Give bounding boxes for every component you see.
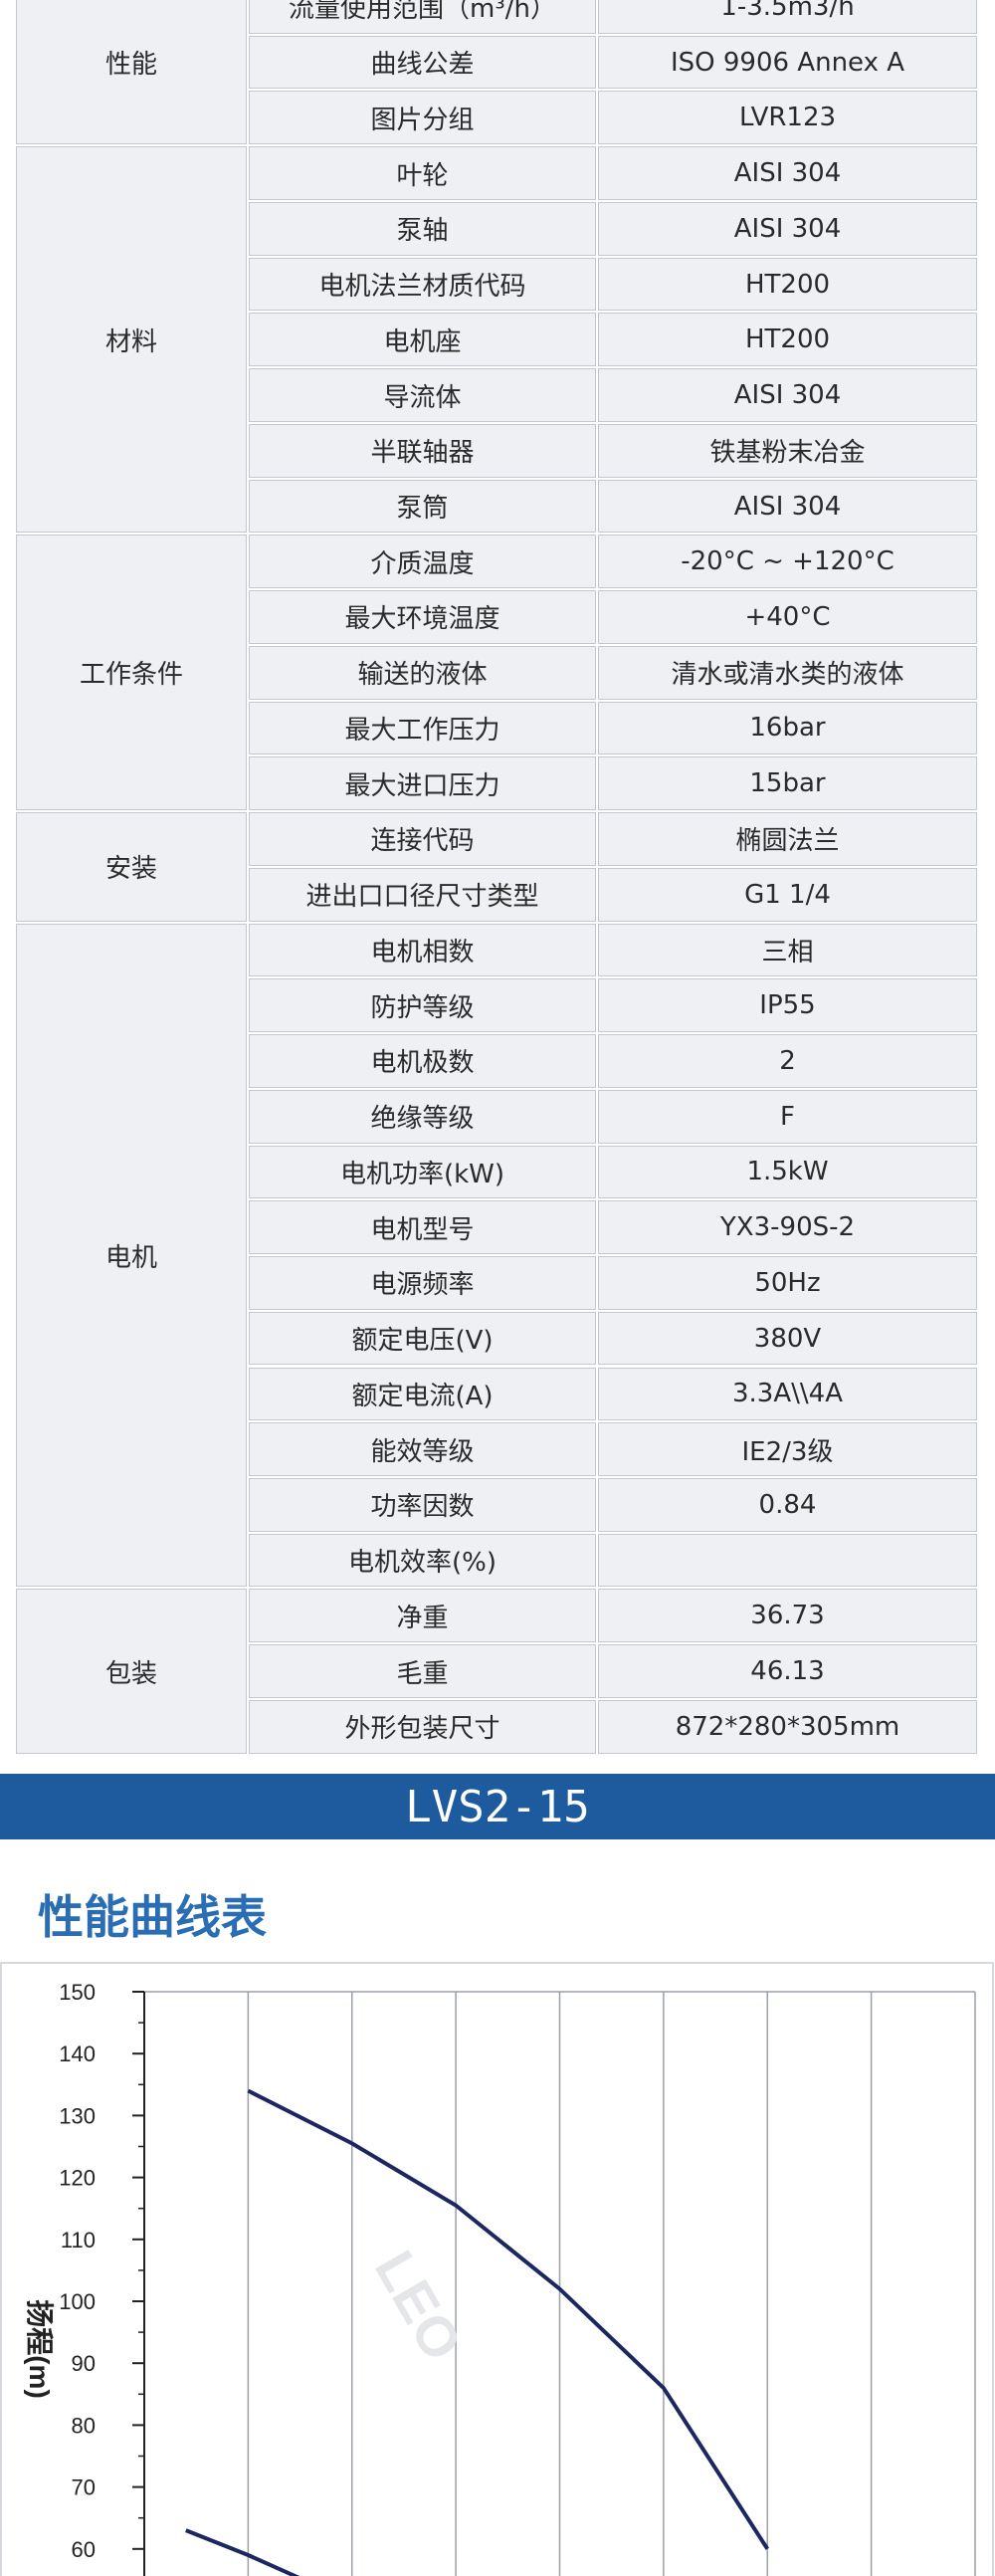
spec-name: 电机功率(kW)	[249, 1145, 596, 1199]
spec-value: YX3-90S-2	[598, 1200, 977, 1254]
spec-name: 电机极数	[249, 1034, 596, 1088]
model-banner: LVS2-15	[0, 1774, 995, 1839]
spec-value: AISI 304	[598, 201, 977, 256]
spec-name: 电机法兰材质代码	[249, 257, 596, 312]
y-tick-label: 110	[61, 2228, 96, 2253]
group-label: 安装	[16, 812, 247, 922]
spec-value: IP55	[598, 978, 977, 1033]
y-axis-label: 扬程(m)	[24, 2299, 55, 2399]
spec-value: 1.5kW	[598, 1145, 977, 1199]
spec-name: 介质温度	[249, 535, 596, 589]
spec-name: 泵筒	[249, 479, 596, 534]
spec-name: 功率因数	[249, 1477, 596, 1532]
spec-name: 毛重	[249, 1644, 596, 1698]
y-tick-label: 100	[59, 2289, 96, 2314]
spec-name: 连接代码	[249, 812, 596, 866]
spec-value: 380V	[598, 1311, 977, 1366]
group-label: 工作条件	[16, 535, 247, 811]
y-tick-label: 60	[72, 2537, 96, 2562]
group-label: 材料	[16, 146, 247, 534]
y-tick-label: 120	[59, 2166, 96, 2191]
spec-name: 电机相数	[249, 923, 596, 977]
spec-name: 输送的液体	[249, 645, 596, 700]
spec-name: 额定电压(V)	[249, 1311, 596, 1366]
y-tick-label: 80	[72, 2413, 96, 2438]
spec-value: AISI 304	[598, 146, 977, 200]
spec-value: AISI 304	[598, 368, 977, 422]
section-heading: 性能曲线表	[38, 1890, 267, 1944]
spec-name: 图片分组	[249, 91, 596, 145]
group-label: 性能	[16, 0, 247, 145]
spec-value: 15bar	[598, 756, 977, 811]
spec-name: 流量使用范围（m³/h）	[249, 0, 596, 34]
spec-name: 额定电流(A)	[249, 1367, 596, 1421]
watermark: LEO	[363, 2241, 475, 2371]
curve	[185, 2528, 300, 2576]
spec-name: 曲线公差	[249, 35, 596, 90]
spec-value: AISI 304	[598, 479, 977, 534]
spec-name: 最大进口压力	[249, 756, 596, 811]
spec-value: HT200	[598, 313, 977, 367]
spec-name: 半联轴器	[249, 423, 596, 478]
spec-name: 净重	[249, 1589, 596, 1643]
spec-name: 能效等级	[249, 1422, 596, 1476]
spec-value: 3.3A\\4A	[598, 1367, 977, 1421]
spec-value: IE2/3级	[598, 1422, 977, 1476]
spec-value: 16bar	[598, 701, 977, 755]
spec-value: 铁基粉末冶金	[598, 423, 977, 478]
spec-name: 电源频率	[249, 1256, 596, 1310]
chart-frame	[0, 1962, 994, 2576]
spec-value: 椭圆法兰	[598, 812, 977, 866]
spec-table: 性能 流量使用范围（m³/h） 1-3.5m3/h 曲线公差 ISO 9906 Anne…	[16, 0, 977, 1754]
group-label: 电机	[16, 923, 247, 1588]
spec-name: 电机效率(%)	[249, 1533, 596, 1588]
spec-value: -20°C ~ +120°C	[598, 535, 977, 589]
spec-value: 0.84	[598, 1477, 977, 1532]
spec-value: HT200	[598, 257, 977, 312]
spec-name: 叶轮	[249, 146, 596, 200]
spec-name: 防护等级	[249, 978, 596, 1033]
spec-name: 进出口口径尺寸类型	[249, 867, 596, 922]
spec-value: G1 1/4	[598, 867, 977, 922]
spec-name: 电机座	[249, 313, 596, 367]
spec-value	[598, 1533, 977, 1588]
spec-value: ISO 9906 Annex A	[598, 35, 977, 90]
spec-value: 清水或清水类的液体	[598, 645, 977, 700]
spec-value: 872*280*305mm	[598, 1699, 977, 1754]
spec-value: 46.13	[598, 1644, 977, 1698]
spec-value: 50Hz	[598, 1256, 977, 1310]
spec-value: +40°C	[598, 590, 977, 644]
y-tick-label: 70	[72, 2475, 96, 2500]
spec-name: 外形包装尺寸	[249, 1699, 596, 1754]
y-tick-label: 130	[59, 2103, 96, 2128]
y-tick-label: 150	[59, 1980, 96, 2005]
y-tick-label: 90	[72, 2351, 96, 2376]
spec-value: 2	[598, 1034, 977, 1088]
spec-name: 最大工作压力	[249, 701, 596, 755]
spec-value: 1-3.5m3/h	[598, 0, 977, 34]
spec-name: 绝缘等级	[249, 1089, 596, 1144]
spec-name: 最大环境温度	[249, 590, 596, 644]
spec-value: LVR123	[598, 91, 977, 145]
group-label: 包装	[16, 1589, 247, 1754]
spec-value: F	[598, 1089, 977, 1144]
y-tick-label: 140	[59, 2041, 96, 2066]
curve	[247, 2088, 769, 2550]
spec-name: 泵轴	[249, 201, 596, 256]
spec-name: 电机型号	[249, 1200, 596, 1254]
spec-name: 导流体	[249, 368, 596, 422]
spec-value: 三相	[598, 923, 977, 977]
spec-value: 36.73	[598, 1589, 977, 1643]
